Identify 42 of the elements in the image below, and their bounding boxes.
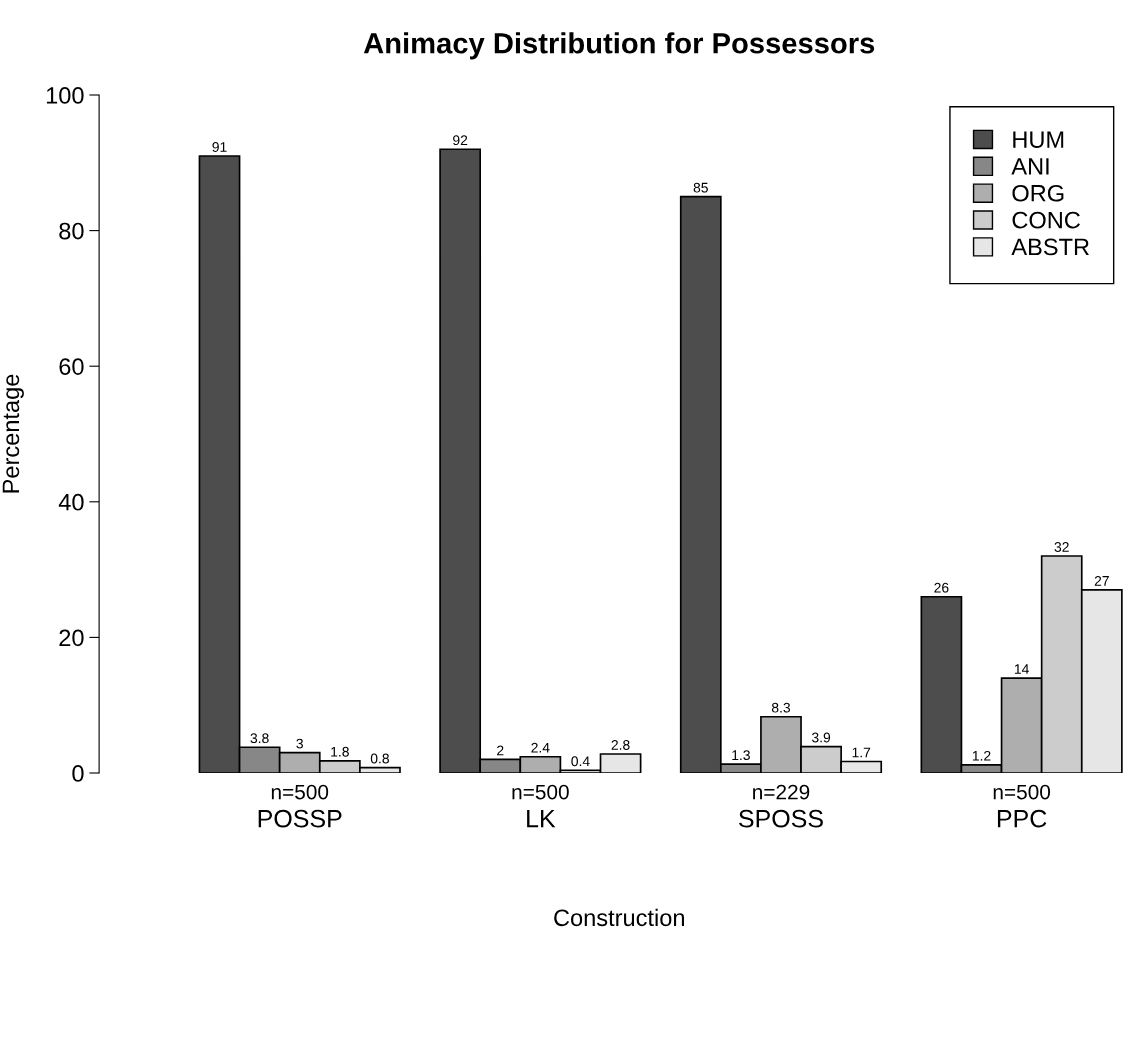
data-label: 1.7 [852,747,871,758]
x-tick-label: LK [527,810,556,828]
data-label: 14 [1014,664,1029,674]
data-label: 3.8 [250,733,269,744]
x-tick-label: PPC [997,809,1047,828]
y-tick-label: 20 [59,629,84,647]
data-label: 3.9 [811,732,831,743]
text: n=500 [512,784,569,800]
data-label: 2 [497,745,504,756]
data-label: 3 [296,738,303,749]
legend-label: ANI [1011,158,1049,175]
data-label: 0.8 [370,753,389,764]
x-tick-label: POSSP [258,809,342,828]
text: n=500 [271,784,329,800]
data-label: 2.4 [531,742,550,753]
data-label: 32 [1054,542,1069,552]
y-tick-label: 60 [59,358,84,375]
data-label: 8.3 [771,702,791,713]
data-label: 92 [453,135,468,146]
data-label: 26 [934,582,949,593]
data-label: 1.8 [331,746,349,757]
x-axis-title: Construction [554,908,684,927]
data-label: 27 [1094,575,1109,586]
y-axis-title: Percentage [2,374,24,493]
x-tick-label: SPOSS [739,809,823,828]
y-tick-label: 40 [58,493,84,511]
y-tick-label: 0 [72,765,84,782]
data-label: 85 [693,182,708,193]
chart-title: Animacy Distribution for Possessors [363,32,875,60]
data-label: 0.4 [571,756,590,767]
legend-label: ABSTR [1011,238,1089,256]
text: n=229 [753,784,810,800]
legend-label: CONC [1012,211,1080,229]
data-label: 1.2 [972,750,991,761]
text: n=500 [993,784,1051,800]
data-label: 91 [212,142,227,152]
data-label: 1.3 [732,750,750,761]
y-tick-label: 80 [59,222,84,240]
data-label: 2.8 [611,740,630,750]
y-tick-label: 100 [46,87,84,104]
legend-label: ORG [1012,184,1064,202]
legend-label: HUM [1013,131,1064,148]
